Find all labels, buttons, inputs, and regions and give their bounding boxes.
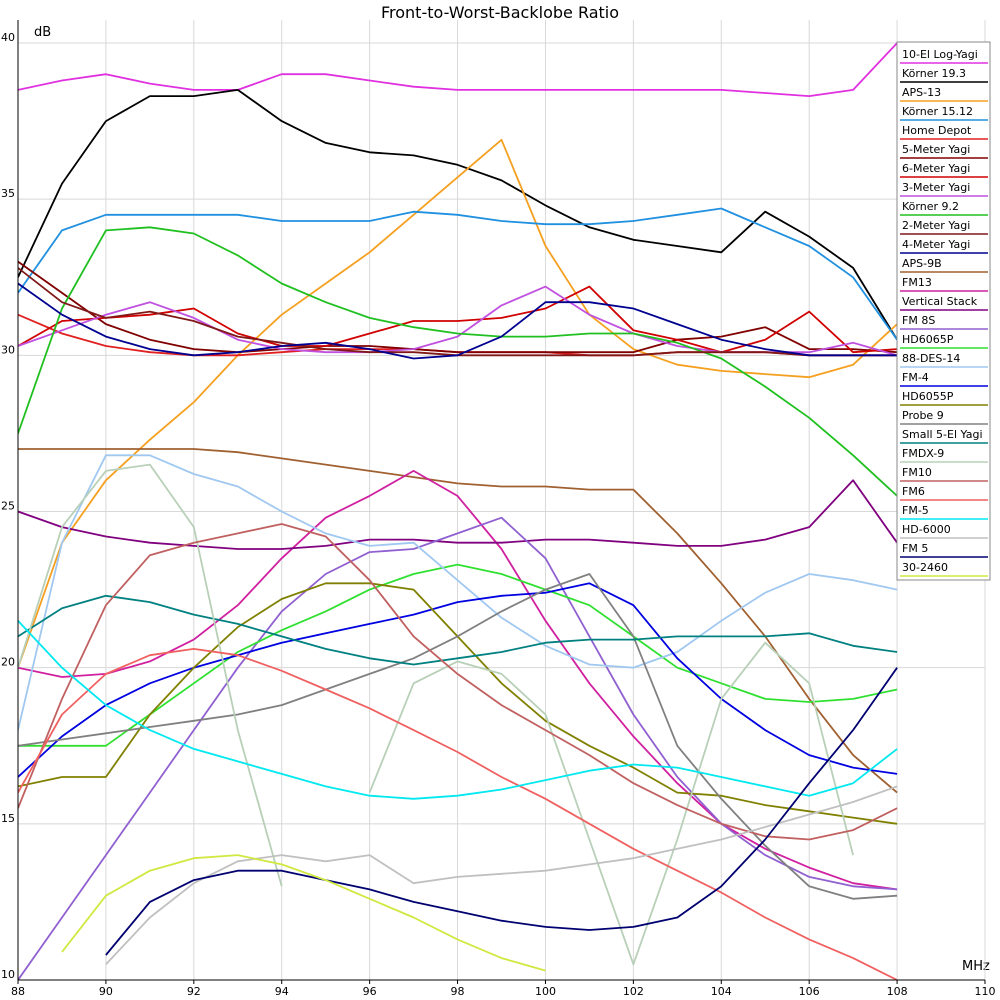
legend-label: HD-6000 <box>902 523 951 536</box>
series-line <box>18 516 898 980</box>
x-tick-label: 110 <box>975 985 996 998</box>
legend-label: FMDX-9 <box>902 447 944 460</box>
x-tick-label: 102 <box>623 985 644 998</box>
legend-label: 3-Meter Yagi <box>902 181 970 194</box>
y-tick-label: 20 <box>1 656 15 669</box>
legend-label: 4-Meter Yagi <box>902 238 970 251</box>
grid: 88 90 92 94 96 98 100 102 104 106 108 110 10 15 20 25 30… <box>1 20 996 998</box>
legend: 10-El Log-Yagi Körner 19.3 APS-13 Körner 15… <box>896 41 991 581</box>
series-line <box>18 448 898 794</box>
legend-label: Small 5-El Yagi <box>902 428 983 441</box>
series-line <box>368 641 854 966</box>
series-line <box>18 42 898 97</box>
x-tick-label: 108 <box>887 985 908 998</box>
x-tick-label: 92 <box>187 985 201 998</box>
x-tick-label: 106 <box>799 985 820 998</box>
legend-label: APS-9B <box>902 257 942 270</box>
x-tick-label: 94 <box>275 985 289 998</box>
x-tick-label: 88 <box>11 985 25 998</box>
y-tick-label: 30 <box>1 343 15 356</box>
legend-label: Körner 19.3 <box>902 67 966 80</box>
legend-label: Körner 15.12 <box>902 105 973 118</box>
series-line <box>18 226 898 497</box>
y-axis-label: dB <box>34 25 51 40</box>
legend-label: FM6 <box>902 485 925 498</box>
x-tick-label: 90 <box>99 985 113 998</box>
series-line <box>18 582 898 778</box>
legend-label: 88-DES-14 <box>902 352 960 365</box>
chart-title: Front-to-Worst-Backlobe Ratio <box>381 3 619 22</box>
series-line <box>18 138 898 668</box>
legend-label: 2-Meter Yagi <box>902 219 970 232</box>
legend-label: FM13 <box>902 276 932 289</box>
legend-label: APS-13 <box>902 86 941 99</box>
x-tick-label: 100 <box>535 985 556 998</box>
y-tick-label: 15 <box>1 812 15 825</box>
series-line <box>18 469 898 891</box>
series-line <box>18 454 898 731</box>
legend-label: Körner 9.2 <box>902 200 959 213</box>
legend-label: 5-Meter Yagi <box>902 143 970 156</box>
series-line <box>18 207 898 341</box>
legend-label: Home Depot <box>902 124 972 137</box>
x-axis-label: MHz <box>962 959 990 974</box>
legend-label: 10-El Log-Yagi <box>902 48 978 61</box>
series-line <box>18 563 898 747</box>
series-line <box>105 785 898 966</box>
x-tick-label: 96 <box>363 985 377 998</box>
legend-label: FM-4 <box>902 371 929 384</box>
y-tick-label: 10 <box>1 968 15 981</box>
legend-label: FM 5 <box>902 542 928 555</box>
plot-area <box>18 42 898 980</box>
legend-label: FM 8S <box>902 314 935 327</box>
series-line <box>18 573 898 900</box>
y-tick-label: 35 <box>1 187 15 200</box>
series-line <box>18 479 898 550</box>
legend-label: HD6055P <box>902 390 954 403</box>
x-tick-label: 104 <box>711 985 732 998</box>
legend-box <box>896 41 991 581</box>
legend-label: HD6065P <box>902 333 954 346</box>
series-line <box>18 620 898 800</box>
legend-label: FM-5 <box>902 504 929 517</box>
series-line <box>18 648 898 980</box>
y-tick-label: 40 <box>1 31 15 44</box>
series-line <box>18 282 898 360</box>
series-line <box>18 523 898 841</box>
series-line <box>18 594 898 666</box>
legend-label: FM10 <box>902 466 932 479</box>
series-line <box>18 89 898 341</box>
series-line <box>105 667 898 956</box>
series-line <box>61 854 546 972</box>
legend-label: Probe 9 <box>902 409 944 422</box>
legend-label: Vertical Stack <box>902 295 978 308</box>
series-line <box>18 285 898 354</box>
series-line <box>18 463 283 887</box>
x-tick-label: 98 <box>451 985 465 998</box>
legend-label: 6-Meter Yagi <box>902 162 970 175</box>
legend-label: 30-2460 <box>902 561 948 574</box>
series-line <box>18 260 898 354</box>
y-tick-label: 25 <box>1 500 15 513</box>
